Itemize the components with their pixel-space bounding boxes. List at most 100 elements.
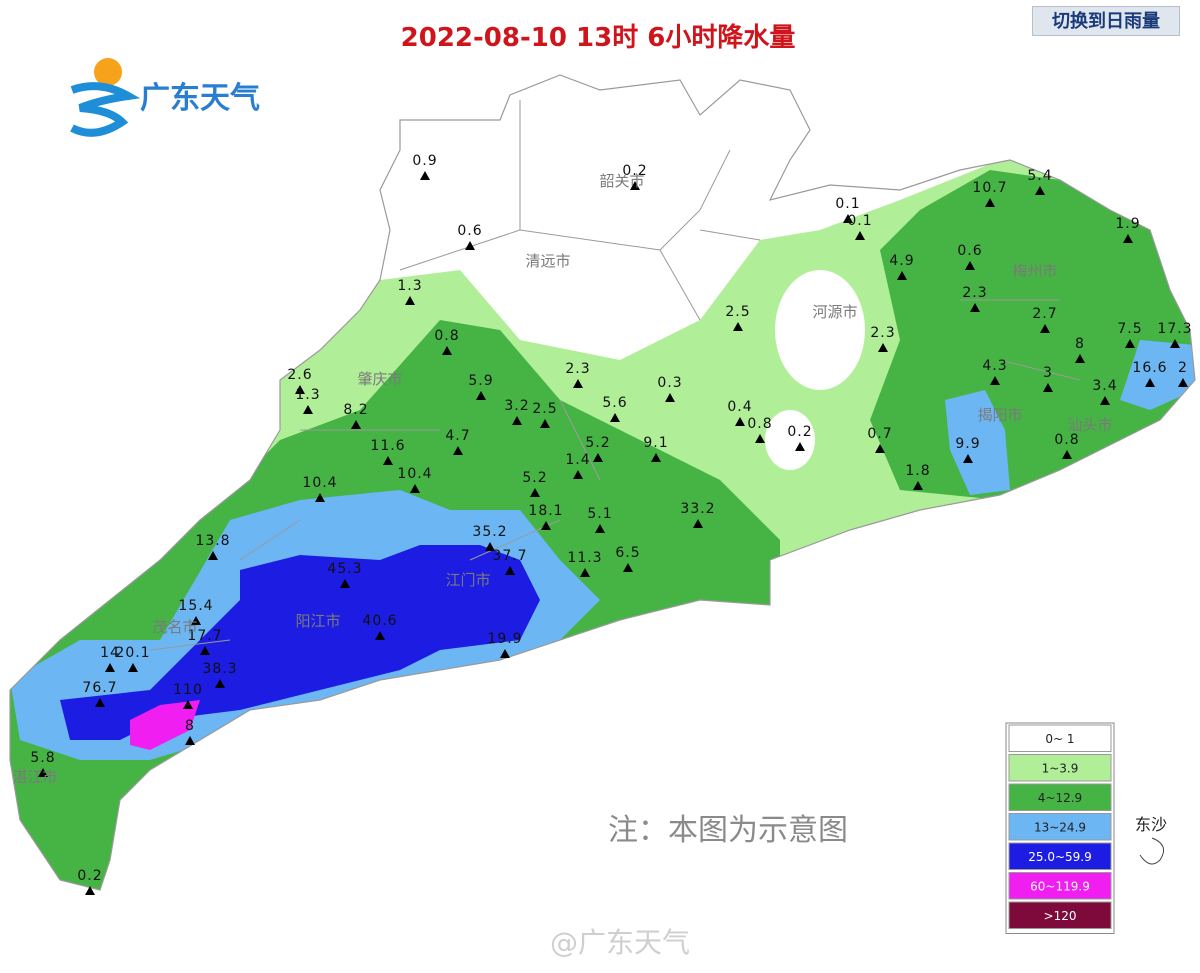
city-label: 江门市: [445, 571, 490, 589]
station-value: 0.2: [77, 868, 102, 884]
station-value: 9.9: [955, 436, 980, 452]
station-marker: [500, 649, 510, 658]
station-marker: [595, 524, 605, 533]
station-marker: [351, 420, 361, 429]
station-value: 0.2: [622, 163, 647, 179]
station-marker: [38, 768, 48, 777]
legend-label: 25.0~59.9: [1028, 850, 1092, 864]
station-marker: [375, 631, 385, 640]
station-value: 40.6: [362, 613, 397, 629]
station-marker: [963, 454, 973, 463]
station-marker: [185, 736, 195, 745]
station-marker: [970, 303, 980, 312]
station-marker: [530, 488, 540, 497]
station-marker: [208, 551, 218, 560]
legend-swatch: [1008, 783, 1112, 811]
station-value: 0.2: [787, 424, 812, 440]
station-value: 0.1: [847, 213, 872, 229]
station-marker: [1123, 234, 1133, 243]
logo-text: 广东天气: [140, 81, 260, 116]
station-value: 5.2: [585, 435, 610, 451]
city-label: 汕头市: [1067, 416, 1112, 434]
station-value: 1.4: [565, 452, 590, 468]
station-value: 0.4: [727, 399, 752, 415]
station-marker: [442, 346, 452, 355]
station-value: 3.4: [1092, 378, 1117, 394]
station-marker: [573, 470, 583, 479]
station-marker: [420, 171, 430, 180]
station-value: 13.8: [195, 533, 230, 549]
station-value: 0.6: [957, 243, 982, 259]
station-marker: [1170, 339, 1180, 348]
station-value: 37.7: [492, 548, 527, 564]
station-marker: [651, 453, 661, 462]
station-marker: [878, 343, 888, 352]
station-value: 11.6: [370, 438, 405, 454]
station-value: 1.9: [1115, 216, 1140, 232]
station-marker: [623, 563, 633, 572]
station-marker: [485, 542, 495, 551]
station-value: 5.4: [1027, 168, 1052, 184]
station-marker: [630, 181, 640, 190]
station-marker: [191, 616, 201, 625]
station-value: 5.2: [522, 470, 547, 486]
station-marker: [913, 481, 923, 490]
station-value: 38.3: [202, 661, 237, 677]
station-value: 6.5: [615, 545, 640, 561]
station-marker: [985, 198, 995, 207]
station-marker: [383, 456, 393, 465]
legend-label: >120: [1044, 909, 1077, 923]
station-value: 1.8: [905, 463, 930, 479]
station-value: 11.3: [567, 550, 602, 566]
station-value: 110: [173, 682, 203, 698]
station-value: 0.8: [434, 328, 459, 344]
station-value: 18.1: [528, 503, 563, 519]
station-value: 10.4: [397, 466, 432, 482]
city-label: 肇庆市: [357, 370, 402, 388]
station-marker: [410, 484, 420, 493]
city-label: 湛江市: [12, 768, 57, 786]
station-marker: [1178, 378, 1188, 387]
station-marker: [1035, 186, 1045, 195]
station-value: 4.3: [982, 358, 1007, 374]
legend-swatch: [1008, 901, 1112, 929]
station-marker: [200, 646, 210, 655]
legend-label: 0~ 1: [1045, 732, 1074, 746]
station-marker: [693, 519, 703, 528]
city-label: 揭阳市: [977, 406, 1022, 424]
station-marker: [735, 417, 745, 426]
station-value: 35.2: [472, 524, 507, 540]
station-value: 16.6: [1132, 360, 1167, 376]
station-value: 4.7: [445, 428, 470, 444]
station-marker: [512, 416, 522, 425]
station-value: 14: [100, 645, 120, 661]
station-value: 0.1: [835, 196, 860, 212]
station-value: 45.3: [327, 561, 362, 577]
station-marker: [465, 241, 475, 250]
station-value: 19.9: [487, 631, 522, 647]
stations: 0.9 0.2 0.10.1 0.6 5.4 10.7 1.9 4.9 0.6 1.3 2.3 2.5…: [30, 153, 1192, 895]
station-value: 8: [1075, 336, 1085, 352]
station-value: 1.3: [295, 387, 320, 403]
station-value: 5.9: [468, 373, 493, 389]
switch-daily-button[interactable]: 切换到日雨量: [1032, 6, 1180, 36]
station-marker: [965, 261, 975, 270]
station-value: 0.8: [1054, 432, 1079, 448]
station-marker: [573, 379, 583, 388]
legend-swatch: [1008, 754, 1112, 782]
station-value: 4.9: [889, 253, 914, 269]
station-value: 76.7: [82, 680, 117, 696]
city-label: 河源市: [812, 303, 857, 321]
station-value: 10.7: [972, 180, 1007, 196]
station-marker: [315, 493, 325, 502]
station-marker: [855, 231, 865, 240]
station-marker: [541, 521, 551, 530]
station-marker: [303, 405, 313, 414]
station-marker: [990, 376, 1000, 385]
station-marker: [1125, 339, 1135, 348]
city-label: 清远市: [525, 252, 570, 270]
city-label: 韶关市: [599, 172, 644, 190]
